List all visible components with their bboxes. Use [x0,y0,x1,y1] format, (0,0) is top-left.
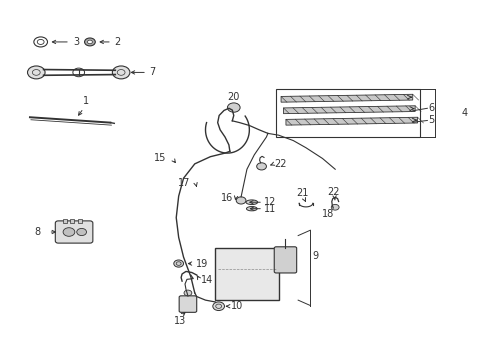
Text: 20: 20 [226,92,239,102]
Ellipse shape [245,200,257,204]
Circle shape [183,290,191,296]
Circle shape [236,197,245,204]
FancyBboxPatch shape [274,247,296,273]
Text: 19: 19 [195,258,207,269]
Ellipse shape [246,207,257,211]
Circle shape [87,40,92,44]
Polygon shape [283,106,414,114]
Text: 9: 9 [312,251,318,261]
FancyBboxPatch shape [179,296,196,312]
Text: 18: 18 [322,209,334,219]
Text: 8: 8 [35,227,41,237]
Text: 6: 6 [427,103,433,113]
Text: 5: 5 [427,116,434,126]
Polygon shape [285,117,417,125]
Text: 11: 11 [264,204,276,214]
Text: 12: 12 [264,197,276,207]
Text: 7: 7 [149,67,155,77]
Circle shape [27,66,45,79]
Circle shape [330,204,338,210]
Text: 4: 4 [461,108,467,118]
Bar [215,248,278,300]
Text: 3: 3 [73,37,79,47]
Text: 17: 17 [177,177,189,188]
Polygon shape [281,94,412,102]
Bar [70,220,74,223]
Bar [276,89,419,137]
Text: 21: 21 [295,188,307,198]
Circle shape [212,302,224,311]
FancyBboxPatch shape [55,221,93,243]
Circle shape [73,68,84,77]
Circle shape [173,260,183,267]
Text: 1: 1 [83,96,89,107]
Text: 14: 14 [200,275,212,285]
Text: 13: 13 [174,316,186,326]
Circle shape [63,228,75,236]
Circle shape [84,38,95,46]
Circle shape [256,163,266,170]
Circle shape [112,66,130,79]
Text: 2: 2 [114,37,121,47]
Text: 10: 10 [230,301,243,311]
Circle shape [77,228,86,235]
Bar [63,220,67,223]
Bar [78,220,81,223]
Text: 16: 16 [221,193,233,203]
Text: 22: 22 [274,159,286,169]
Text: 15: 15 [154,153,166,163]
Text: 22: 22 [327,187,339,197]
Circle shape [227,103,240,112]
